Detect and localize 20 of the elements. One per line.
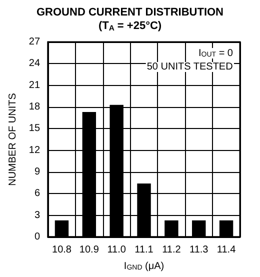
x-tick-label: 10.9 [79,244,100,256]
y-tick-label: 9 [34,166,40,178]
x-tick-label: 11.0 [107,244,126,256]
y-tick-label: 15 [28,123,40,134]
y-tick-label: 21 [28,80,40,91]
y-axis-title: NUMBER OF UNITS [8,92,18,186]
y-tick-label: 3 [34,210,40,221]
y-tick-label: 12 [28,144,40,156]
x-tick-label: 11.2 [162,244,182,256]
y-tick-label: 18 [28,102,40,112]
annotation: 50 UNITS TESTED [146,62,233,72]
y-tick-label: 6 [34,188,40,200]
x-tick-label: 11.4 [216,244,236,256]
x-tick-label: 10.8 [52,244,72,256]
y-tick-label: 0 [34,232,40,242]
y-tick-label: 27 [28,36,40,48]
x-tick-label: 11.1 [134,244,154,256]
y-tick-label: 24 [28,58,40,70]
x-tick-label: 11.3 [189,244,209,256]
chart-title: GROUND CURRENT DISTRIBUTION [36,6,224,18]
